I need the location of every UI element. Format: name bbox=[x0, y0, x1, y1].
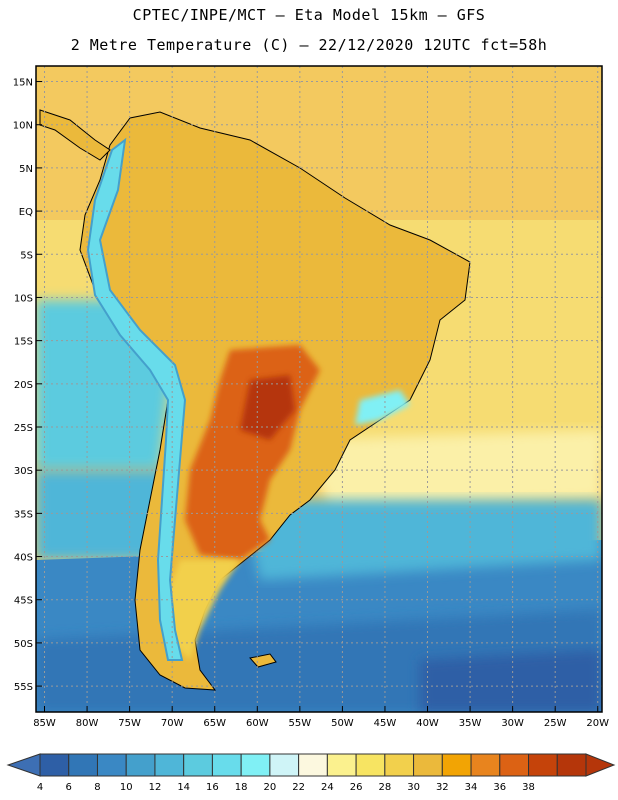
lat-tick-label: 45S bbox=[14, 596, 33, 607]
legend-value-label: 26 bbox=[350, 782, 363, 793]
lon-tick-label: 60W bbox=[246, 718, 269, 729]
legend-value-label: 22 bbox=[292, 782, 305, 793]
legend-value-label: 24 bbox=[321, 782, 334, 793]
legend-swatch bbox=[154, 753, 185, 777]
legend-value-label: 4 bbox=[37, 782, 43, 793]
lon-tick-label: 50W bbox=[331, 718, 354, 729]
legend-swatch bbox=[441, 753, 472, 777]
legend-value-label: 6 bbox=[66, 782, 72, 793]
south-atlantic-cool-region bbox=[240, 500, 602, 580]
latitude-axis: 15N 10N 5N EQ 5S 10S 15S 20S 25S 30S 35S 40S 45S 50S 5… bbox=[13, 78, 33, 694]
legend-value-label: 32 bbox=[436, 782, 449, 793]
lon-tick-label: 65W bbox=[203, 718, 226, 729]
lat-tick-label: 30S bbox=[14, 466, 33, 477]
legend-swatch bbox=[240, 753, 271, 777]
lon-tick-label: 55W bbox=[289, 718, 312, 729]
legend-swatch bbox=[528, 753, 558, 777]
map-frame bbox=[35, 65, 603, 713]
lat-tick-label: 5S bbox=[20, 250, 33, 261]
lon-tick-label: 45W bbox=[374, 718, 397, 729]
map-grid bbox=[36, 66, 602, 712]
lat-tick-label: 50S bbox=[14, 639, 33, 650]
lat-tick-label: 40S bbox=[14, 553, 33, 564]
legend-swatch bbox=[499, 753, 530, 777]
legend-swatch bbox=[269, 753, 300, 777]
legend-value-label: 28 bbox=[378, 782, 391, 793]
legend-value-label: 8 bbox=[94, 782, 100, 793]
legend-swatch bbox=[355, 753, 386, 777]
legend-value-label: 20 bbox=[264, 782, 277, 793]
chart-title-line1: CPTEC/INPE/MCT – Eta Model 15km – GFS bbox=[132, 6, 486, 24]
lon-tick-label: 30W bbox=[501, 718, 524, 729]
deep-south-region-b bbox=[420, 650, 602, 712]
legend-high-arrow bbox=[585, 753, 616, 777]
pacific-cooler-region bbox=[36, 470, 170, 560]
lat-tick-label: 55S bbox=[14, 682, 33, 693]
color-legend: 4 6 8 10 12 14 16 18 20 22 24 26 28 30 32 34 36 38 bbox=[6, 753, 616, 793]
legend-swatch bbox=[384, 753, 415, 777]
legend-swatch bbox=[556, 753, 587, 777]
legend-swatch bbox=[298, 753, 328, 777]
legend-low-arrow bbox=[6, 753, 41, 777]
very-hot-core-region bbox=[240, 375, 295, 440]
lon-tick-label: 70W bbox=[161, 718, 184, 729]
legend-swatch bbox=[326, 753, 357, 777]
legend-swatch bbox=[39, 753, 70, 777]
lat-tick-label: 10S bbox=[14, 293, 33, 304]
lat-tick-label: 15N bbox=[13, 78, 33, 89]
lat-tick-label: 15S bbox=[14, 337, 33, 348]
chart-title-line2: 2 Metre Temperature (C) – 22/12/2020 12U… bbox=[70, 36, 548, 54]
lon-tick-label: 75W bbox=[118, 718, 141, 729]
lon-tick-label: 85W bbox=[33, 718, 56, 729]
longitude-axis: 85W 80W 75W 70W 65W 60W 55W 50W 45W 40W 35W 30W 25W 2… bbox=[33, 718, 609, 729]
legend-swatch bbox=[125, 753, 156, 777]
legend-value-label: 12 bbox=[149, 782, 162, 793]
lat-tick-label: 35S bbox=[14, 509, 33, 520]
lon-tick-label: 40W bbox=[416, 718, 439, 729]
lat-tick-label: 20S bbox=[14, 380, 33, 391]
legend-value-label: 18 bbox=[235, 782, 248, 793]
legend-value-label: 36 bbox=[493, 782, 506, 793]
lon-tick-label: 25W bbox=[544, 718, 567, 729]
legend-value-label: 34 bbox=[465, 782, 478, 793]
legend-swatch bbox=[183, 753, 213, 777]
legend-value-label: 10 bbox=[120, 782, 133, 793]
lon-tick-label: 80W bbox=[76, 718, 99, 729]
andes-cold-ridge bbox=[86, 137, 187, 661]
legend-swatch bbox=[211, 753, 242, 777]
falkland-islands bbox=[249, 653, 277, 668]
lat-tick-label: 25S bbox=[14, 423, 33, 434]
lat-tick-label: EQ bbox=[19, 207, 33, 218]
highlands-cool-patch bbox=[355, 390, 410, 425]
legend-swatch bbox=[470, 753, 501, 777]
lat-tick-label: 10N bbox=[13, 121, 33, 132]
map-plot-area bbox=[36, 66, 602, 712]
legend-value-label: 30 bbox=[407, 782, 420, 793]
lon-tick-label: 35W bbox=[459, 718, 482, 729]
patagonia-region bbox=[165, 560, 240, 660]
lon-tick-label: 20W bbox=[586, 718, 609, 729]
legend-swatch bbox=[68, 753, 98, 777]
legend-swatch bbox=[96, 753, 127, 777]
legend-value-label: 38 bbox=[522, 782, 535, 793]
legend-swatch bbox=[413, 753, 443, 777]
legend-value-label: 14 bbox=[177, 782, 190, 793]
legend-value-label: 16 bbox=[206, 782, 219, 793]
lat-tick-label: 5N bbox=[19, 164, 33, 175]
